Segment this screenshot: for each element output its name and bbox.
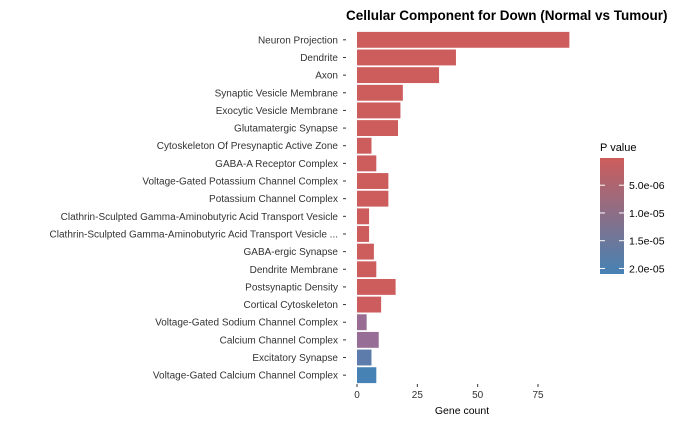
x-tick-label: 50 — [472, 390, 484, 401]
bar — [357, 102, 401, 119]
category-labels: Neuron Projection Dendrite Axon Synaptic Ve… — [50, 35, 346, 382]
category-label: Voltage-Gated Potassium Channel Complex — [142, 177, 338, 188]
category-label: Potassium Channel Complex — [209, 194, 338, 205]
bar — [357, 243, 374, 260]
legend-tick-label: 1.0e-05 — [629, 208, 665, 220]
category-label: Dendrite Membrane — [250, 265, 339, 276]
category-label: GABA-ergic Synapse — [244, 247, 339, 258]
bar — [357, 226, 370, 242]
bar — [357, 208, 370, 225]
x-tick-label: 75 — [532, 390, 544, 401]
category-label: Cortical Cytoskeleton — [244, 300, 338, 311]
bar — [357, 261, 377, 278]
chart-title: Cellular Component for Down (Normal vs T… — [346, 8, 668, 23]
bar — [357, 190, 389, 207]
bar — [357, 349, 372, 366]
bar — [357, 137, 372, 154]
bar — [357, 367, 377, 384]
bar — [357, 31, 570, 48]
bar — [357, 331, 379, 348]
category-label: Glutamatergic Synapse — [234, 124, 338, 135]
category-label: Voltage-Gated Calcium Channel Complex — [153, 371, 338, 382]
bar — [357, 155, 377, 172]
bar — [357, 49, 456, 66]
legend-tick-label: 5.0e-06 — [629, 180, 665, 192]
legend: P value 5.0e-06 1.0e-05 1.5e-05 2.0e-05 — [600, 142, 665, 275]
x-axis: 0 25 50 75 — [354, 384, 544, 401]
bar — [357, 84, 403, 101]
category-label: Postsynaptic Density — [245, 282, 338, 293]
category-label: Voltage-Gated Sodium Channel Complex — [155, 318, 338, 329]
plot-area — [357, 31, 570, 384]
legend-colorbar — [600, 158, 624, 274]
category-label: Clathrin-Sculpted Gamma-Aminobutyric Aci… — [50, 229, 338, 240]
bar — [357, 120, 399, 137]
category-label: Neuron Projection — [258, 35, 338, 46]
legend-title: P value — [600, 142, 637, 154]
category-label: GABA-A Receptor Complex — [215, 159, 338, 170]
category-label: Excitatory Synapse — [252, 353, 338, 364]
x-tick-label: 0 — [354, 390, 360, 401]
bar — [357, 173, 389, 189]
category-label: Clathrin-Sculpted Gamma-Aminobutyric Aci… — [61, 212, 339, 223]
legend-tick-label: 1.5e-05 — [629, 236, 665, 248]
x-tick-label: 25 — [412, 390, 424, 401]
legend-tick-label: 2.0e-05 — [629, 263, 665, 275]
bar — [357, 67, 440, 84]
bar — [357, 296, 382, 313]
bar — [357, 314, 367, 331]
category-label: Calcium Channel Complex — [220, 335, 338, 346]
category-label: Exocytic Vesicle Membrane — [216, 106, 339, 117]
category-label: Cytoskeleton Of Presynaptic Active Zone — [157, 141, 339, 152]
category-label: Synaptic Vesicle Membrane — [215, 88, 339, 99]
category-label: Axon — [315, 71, 338, 82]
bar — [357, 278, 396, 295]
x-axis-label: Gene count — [435, 405, 489, 417]
category-label: Dendrite — [300, 53, 338, 64]
